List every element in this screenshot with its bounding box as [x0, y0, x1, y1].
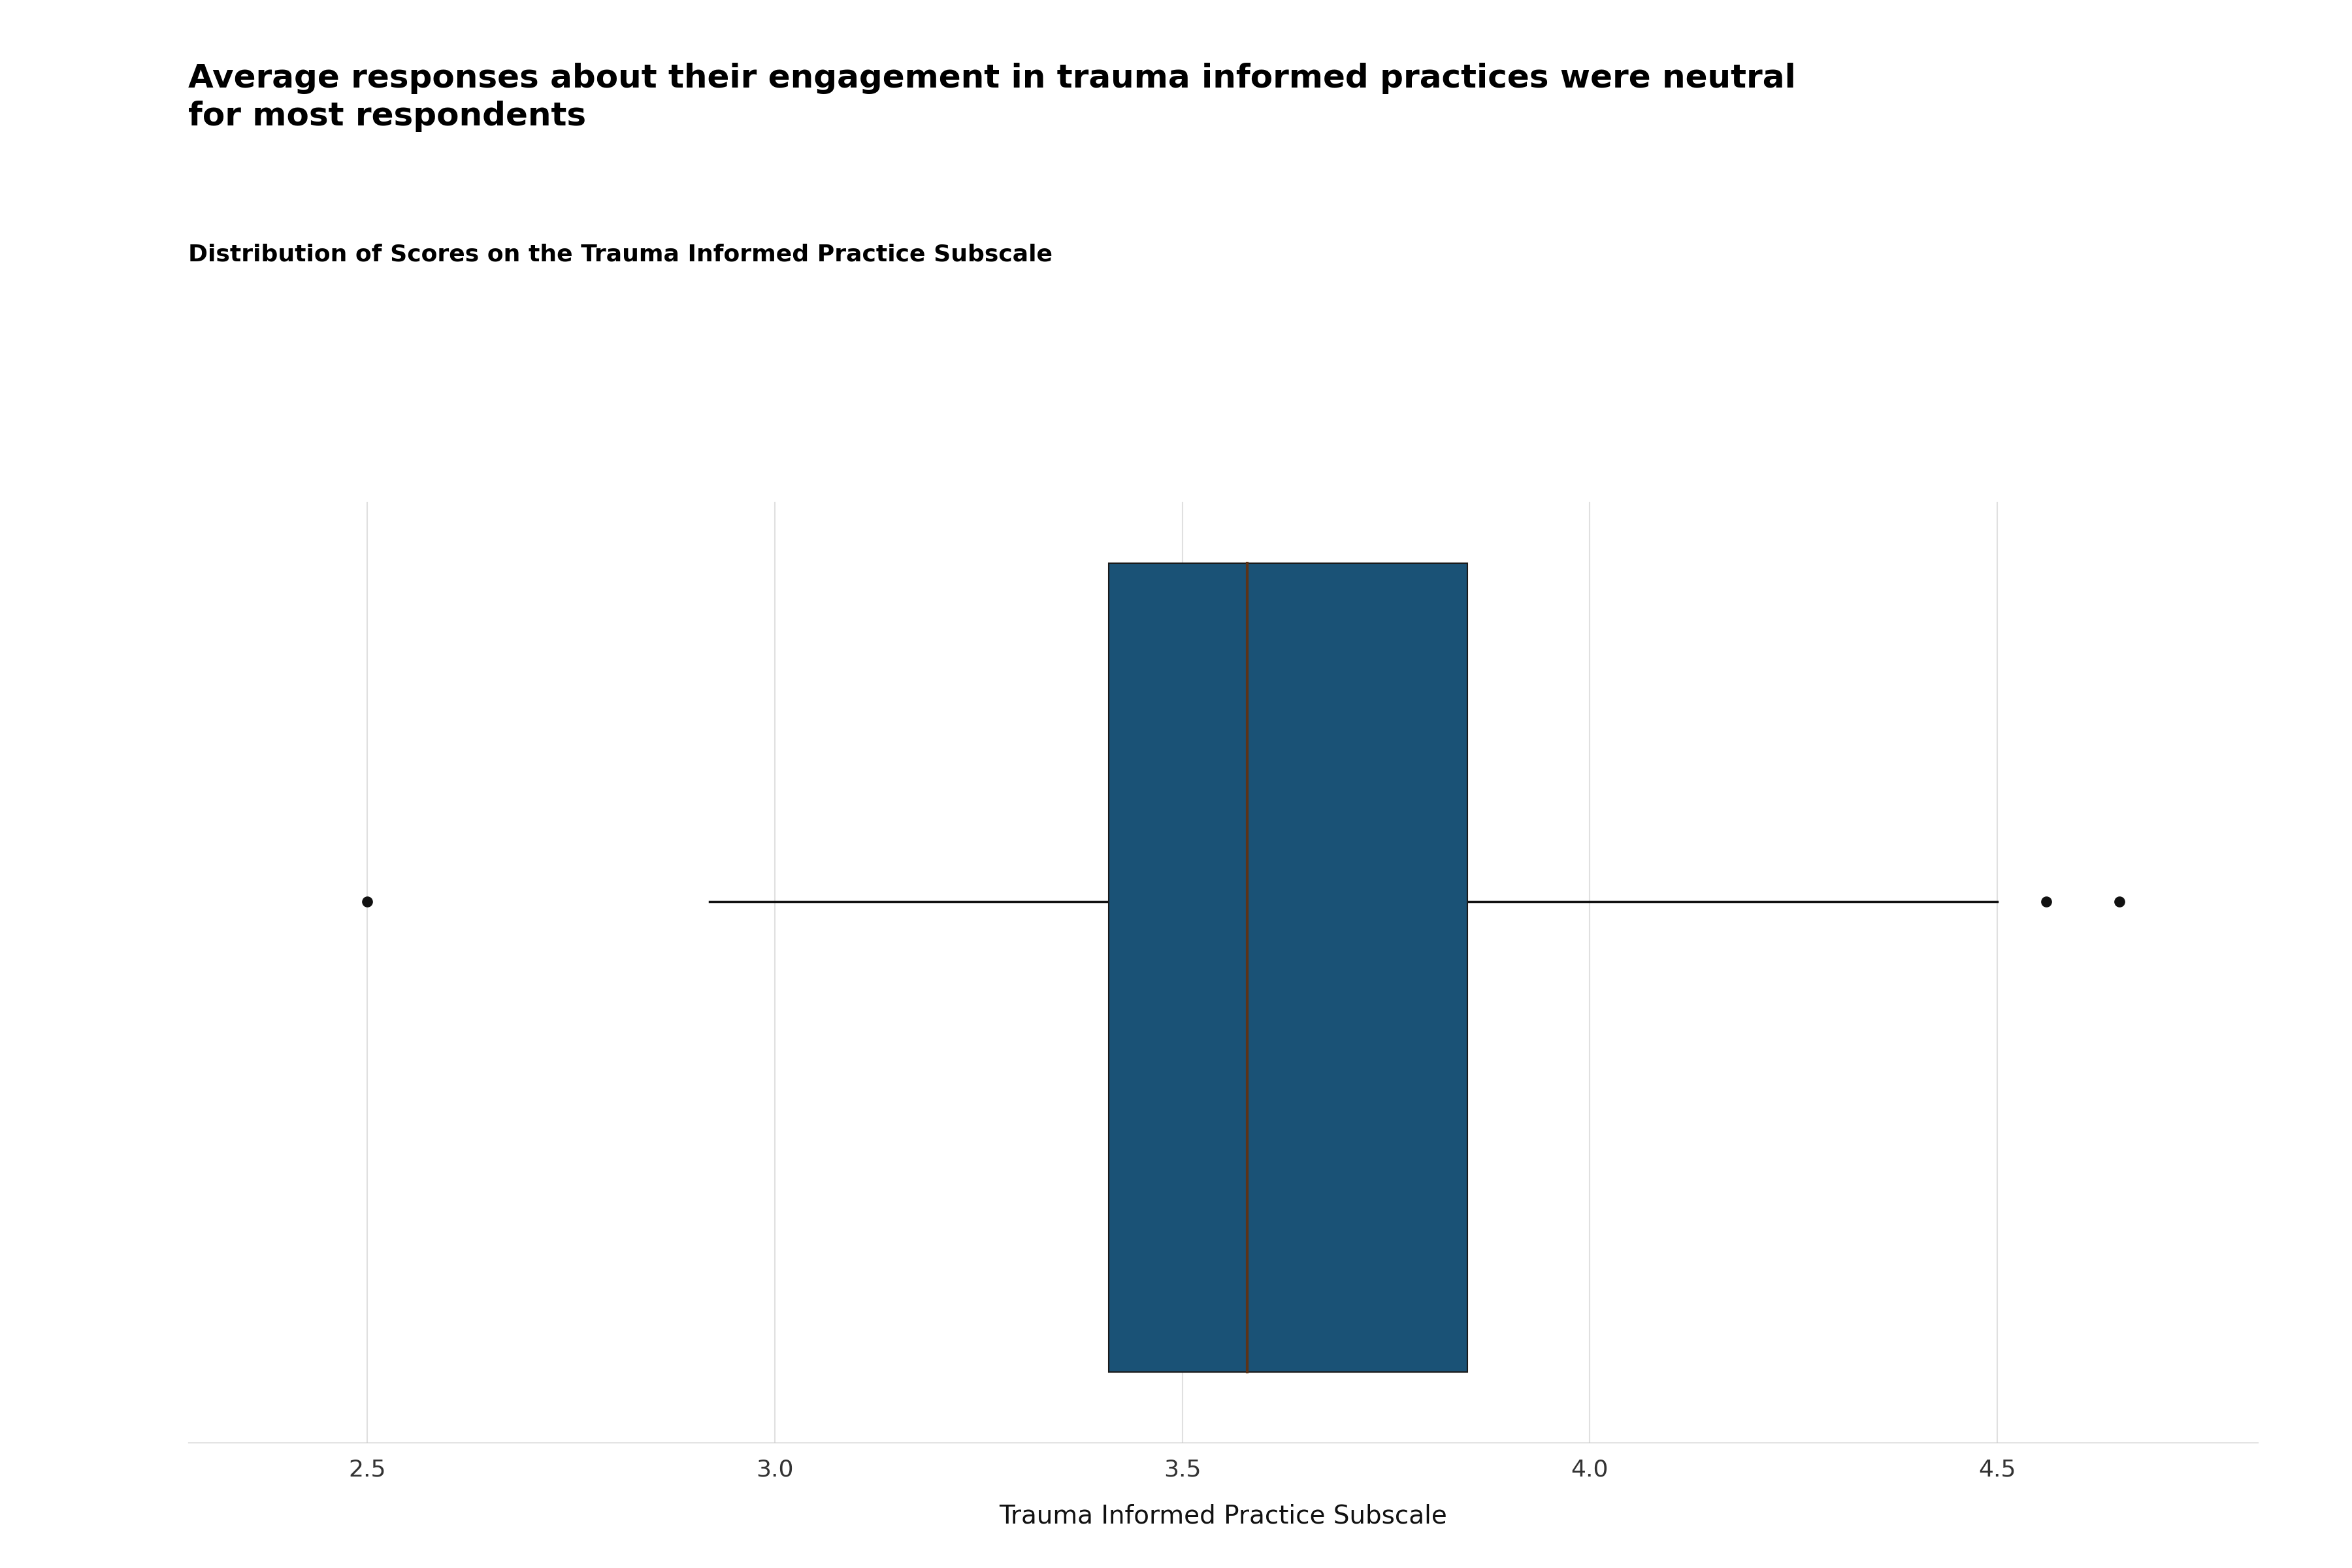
X-axis label: Trauma Informed Practice Subscale: Trauma Informed Practice Subscale: [1000, 1504, 1446, 1529]
Bar: [1108, 563, 1468, 1372]
Text: Average responses about their engagement in trauma informed practices were neutr: Average responses about their engagement…: [188, 63, 1797, 132]
Text: Distribution of Scores on the Trauma Informed Practice Subscale: Distribution of Scores on the Trauma Inf…: [188, 243, 1054, 265]
